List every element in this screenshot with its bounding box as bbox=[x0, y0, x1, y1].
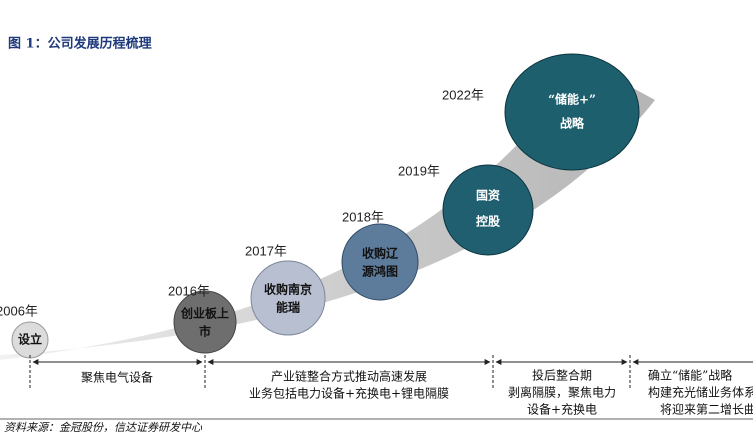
node bbox=[173, 290, 237, 354]
node bbox=[250, 260, 326, 336]
node bbox=[442, 164, 534, 256]
node-label: 市 bbox=[199, 324, 211, 339]
node-label: 设立 bbox=[18, 332, 42, 347]
year: 2022年 bbox=[442, 87, 484, 102]
phase-text: 构建充光储业务体系 bbox=[648, 385, 753, 400]
title: 图 1：公司发展历程梳理 bbox=[8, 36, 152, 52]
phase-text: 产业链整合方式推动高速发展 bbox=[271, 369, 427, 384]
year: 2018年 bbox=[342, 209, 384, 224]
node-label: 能瑞 bbox=[276, 300, 300, 315]
year: 2017年 bbox=[245, 243, 287, 258]
phases: 聚焦电气设备 产业链整合方式推动高速发展 业务包括电力设备+充换电+锂电隔膜 投… bbox=[81, 368, 753, 417]
year: 2006年 bbox=[0, 303, 38, 318]
phase-text: 业务包括电力设备+充换电+锂电隔膜 bbox=[249, 386, 449, 401]
timeline bbox=[29, 355, 753, 388]
phase-text: 将迎来第二增长曲线 bbox=[660, 403, 753, 417]
node-label: “储能+” bbox=[548, 92, 596, 107]
node-label: 创业板上 bbox=[180, 306, 229, 321]
year: 2016年 bbox=[168, 283, 210, 298]
node-label: 收购辽 bbox=[362, 246, 399, 261]
node-label: 源鸿图 bbox=[362, 264, 398, 279]
node bbox=[341, 223, 419, 301]
phase-text: 确立“储能”战略 bbox=[648, 368, 732, 383]
year: 2019年 bbox=[398, 163, 440, 178]
node-label: 国资 bbox=[476, 188, 500, 203]
source: 资料来源：金冠股份，信达证券研发中心 bbox=[4, 421, 203, 434]
phase-text: 剥离隔膜，聚焦电力 bbox=[508, 385, 616, 400]
phase-text: 聚焦电气设备 bbox=[81, 370, 153, 385]
node bbox=[504, 53, 640, 171]
phase-text: 设备+充换电 bbox=[527, 402, 597, 417]
node-label: 战略 bbox=[560, 116, 585, 131]
phase-text: 投后整合期 bbox=[532, 368, 592, 383]
node-label: 控股 bbox=[476, 214, 501, 229]
node-label: 收购南京 bbox=[264, 282, 312, 297]
milestones: 2006年 2016年 2017年 2018年 2019年 2022年 设立 创… bbox=[0, 53, 640, 359]
